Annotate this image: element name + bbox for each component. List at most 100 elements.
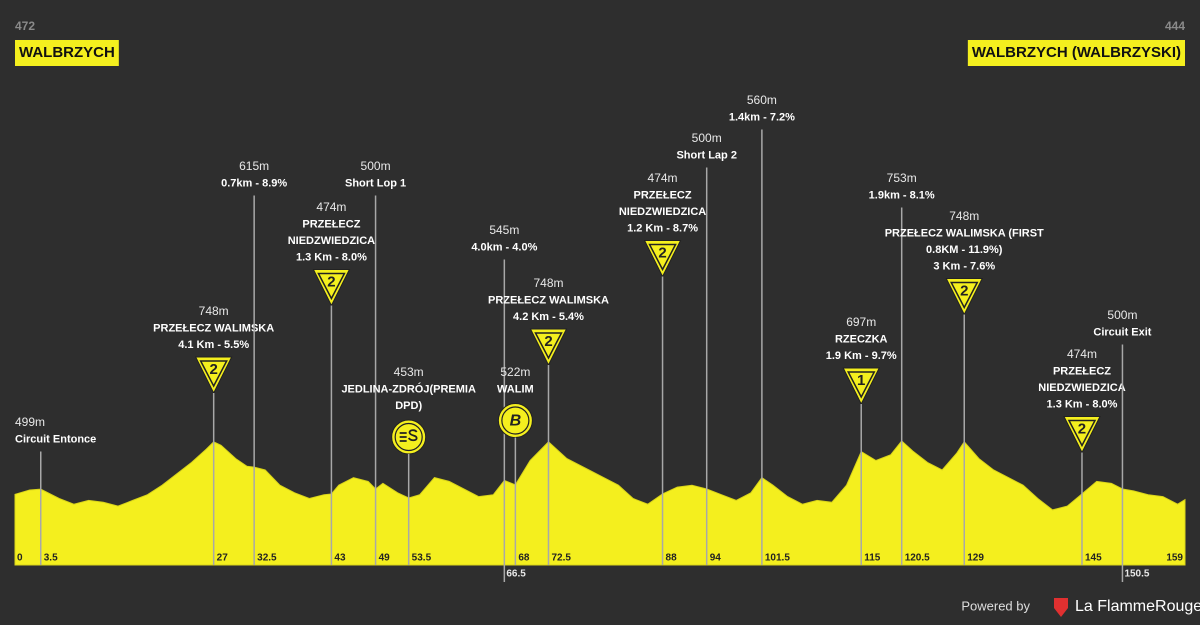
climb-category: 1 <box>857 372 865 389</box>
climb-badge <box>312 269 351 307</box>
km-label: 27 <box>217 553 229 564</box>
point-text: Short Lap 2 <box>676 149 737 161</box>
km-label: 49 <box>379 553 391 564</box>
badge-ring <box>394 422 423 452</box>
km-label: 145 <box>1085 553 1102 564</box>
altitude: 615m <box>239 159 269 173</box>
climb-category: 2 <box>327 273 335 290</box>
sprint-badge <box>391 419 427 455</box>
point-text: 1.9km - 8.1% <box>869 189 935 201</box>
finish-elevation: 444 <box>1165 19 1185 33</box>
point-text: PRZEŁECZ <box>1053 365 1111 377</box>
point-text: PRZEŁECZ WALIMSKA <box>488 294 609 306</box>
brand: La FlammeRouge <box>1075 598 1200 615</box>
elevation-area <box>14 440 1186 566</box>
altitude: 500m <box>692 131 722 145</box>
altitude: 697m <box>846 315 876 329</box>
point-text: 1.4km - 7.2% <box>729 111 795 123</box>
km-label: 66.5 <box>506 569 526 580</box>
point-text: 0.7km - 8.9% <box>221 177 287 189</box>
climb-badge <box>643 240 682 278</box>
climb-category: 2 <box>544 333 552 350</box>
altitude: 474m <box>648 171 678 185</box>
point-text: DPD) <box>395 400 422 412</box>
km-label: 101.5 <box>765 553 790 564</box>
altitude: 499m <box>15 415 45 429</box>
climb-badge-inner <box>317 272 346 301</box>
km-label: 129 <box>967 553 984 564</box>
climb-badge-inner <box>199 360 228 388</box>
badge-ring <box>501 406 530 435</box>
climb-category: 2 <box>960 282 968 299</box>
altitude: 753m <box>887 171 917 185</box>
climb-badge-inner <box>1067 419 1097 448</box>
point-text: WALIM <box>497 383 534 395</box>
town-box <box>15 40 119 66</box>
altitude: 522m <box>500 365 530 379</box>
point-text: PRZEŁECZ WALIMSKA (FIRST <box>885 227 1044 239</box>
altitude: 453m <box>394 365 424 379</box>
stage-town: WALBRZYCH <box>19 44 115 61</box>
profile-layer: 0 159 499m Circuit Entonce 3.5 748m PRZEŁECZ W… <box>14 93 1186 582</box>
point-text: PRZEŁECZ WALIMSKA <box>153 322 274 334</box>
km-label: 72.5 <box>551 553 571 564</box>
climb-badge <box>945 278 984 316</box>
brand-logo <box>1054 598 1068 617</box>
altitude: 748m <box>199 304 229 318</box>
km-label: 159 <box>1166 553 1183 564</box>
km-label: 120.5 <box>905 553 930 564</box>
point-text: NIEDZWIEDZICA <box>1038 382 1125 394</box>
point-text: JEDLINA-ZDRÓJ(PREMIA <box>341 382 476 395</box>
altitude: 500m <box>1107 308 1137 322</box>
point-text: PRZEŁECZ <box>634 189 692 201</box>
climb-category: 2 <box>658 244 666 261</box>
point-text: 0.8KM - 11.9%) <box>926 244 1003 256</box>
point-text: 1.2 Km - 8.7% <box>627 222 698 234</box>
km-label: 94 <box>710 553 722 564</box>
sprint-icon <box>399 429 418 442</box>
km-label: 53.5 <box>412 553 432 564</box>
climb-category: 2 <box>210 361 218 378</box>
point-text: Circuit Exit <box>1093 326 1151 338</box>
climb-category: 2 <box>1078 420 1086 437</box>
altitude: 474m <box>316 200 346 214</box>
point-text: 4.2 Km - 5.4% <box>513 311 584 323</box>
altitude: 748m <box>533 276 563 290</box>
km-label: 150.5 <box>1124 569 1149 580</box>
town-box <box>967 40 1185 66</box>
point-text: 3 Km - 7.6% <box>933 260 995 272</box>
point-text: 4.1 Km - 5.5% <box>178 339 249 351</box>
altitude: 560m <box>747 93 777 107</box>
point-text: 1.3 Km - 8.0% <box>1047 398 1118 410</box>
bonus-label: B <box>510 413 522 430</box>
altitude: 545m <box>489 223 519 237</box>
altitude: 474m <box>1067 347 1097 361</box>
point-text: 1.3 Km - 8.0% <box>296 251 367 263</box>
stage-town: WALBRZYCH (WALBRZYSKI) <box>972 44 1181 61</box>
altitude: 500m <box>361 159 391 173</box>
km-label: 3.5 <box>44 553 58 564</box>
km-label: 0 <box>17 553 23 564</box>
point-text: Circuit Entonce <box>15 433 96 445</box>
climb-badge <box>1063 416 1101 454</box>
footer: Powered by La FlammeRouge <box>961 598 1200 617</box>
km-label: 68 <box>518 553 530 564</box>
point-text: NIEDZWIEDZICA <box>619 206 706 218</box>
climb-badge-inner <box>648 243 677 272</box>
climb-badge-inner <box>534 332 563 360</box>
point-text: 4.0km - 4.0% <box>471 241 537 253</box>
climb-badge-inner <box>950 281 979 310</box>
point-text: RZECZKA <box>835 333 888 345</box>
climb-badge <box>194 356 233 395</box>
climb-badge-inner <box>846 371 876 399</box>
powered-by: Powered by <box>961 598 1030 613</box>
km-label: 115 <box>864 553 881 564</box>
km-label: 88 <box>666 553 678 564</box>
start-elevation: 472 <box>15 19 35 33</box>
km-label: 32.5 <box>257 553 277 564</box>
point-text: NIEDZWIEDZICA <box>288 235 375 247</box>
climb-badge <box>529 328 568 367</box>
km-label: 43 <box>334 553 346 564</box>
